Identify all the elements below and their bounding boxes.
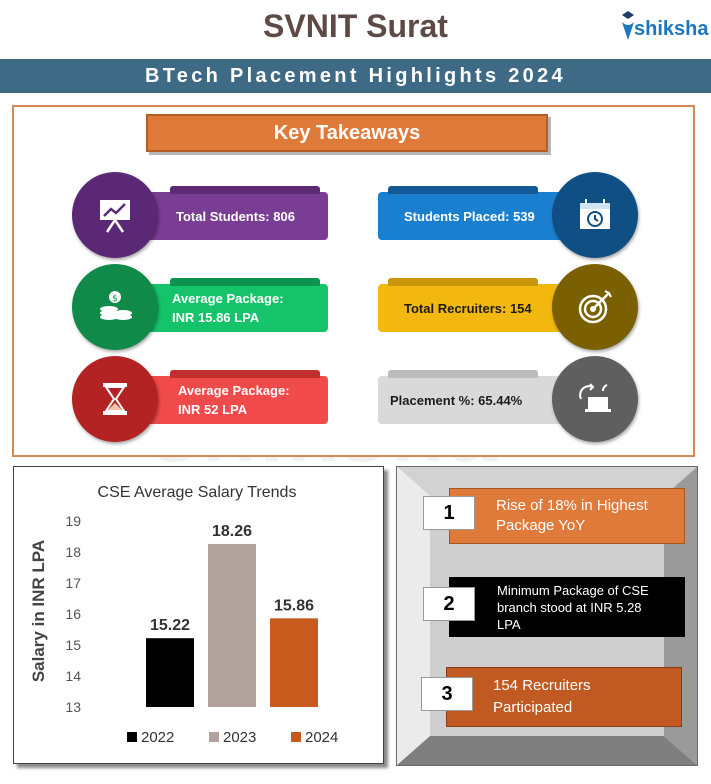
- takeaway-label: Placement %: 65.44%: [390, 392, 523, 408]
- legend-swatch: [127, 732, 137, 742]
- target-icon: [578, 290, 612, 324]
- takeaway-value: INR 52 LPA: [178, 402, 248, 417]
- data-label: 18.26: [212, 523, 252, 540]
- y-tick-label: 16: [65, 606, 81, 622]
- y-tick-label: 18: [65, 544, 81, 560]
- svg-text:$: $: [112, 294, 118, 304]
- takeaway-label: Students Placed: 539: [404, 208, 535, 224]
- data-label: 15.86: [274, 597, 314, 614]
- y-tick-label: 17: [65, 575, 81, 591]
- laptop-sync-icon: [579, 383, 611, 412]
- fact-text-line: branch stood at INR 5.28: [497, 599, 642, 615]
- target-circle: [552, 264, 638, 350]
- bar-2022: [146, 638, 194, 707]
- legend-label: 2023: [223, 729, 256, 746]
- legend-label: 2024: [305, 729, 338, 746]
- fact-text-line: Package YoY: [496, 517, 586, 534]
- bar-2023: [208, 543, 256, 707]
- takeaway-label: Total Students: 806: [176, 208, 295, 224]
- laptop-circle: [552, 356, 638, 442]
- fact-1: Rise of 18% in Highest Package YoY: [449, 488, 685, 544]
- chart-title: CSE Average Salary Trends: [98, 484, 297, 501]
- fact-number-3: 3: [421, 677, 473, 711]
- fact-text-line: LPA: [497, 616, 521, 632]
- takeaway-label: Total Recruiters: 154: [404, 300, 532, 316]
- hourglass-circle: [72, 356, 158, 442]
- salary-chart-box: [13, 466, 384, 764]
- fact-text-line: Rise of 18% in Highest: [496, 497, 648, 514]
- presentation-circle: [72, 172, 158, 258]
- bar-2024: [270, 618, 318, 707]
- logo-text: shiksha: [634, 18, 709, 40]
- legend-swatch: [291, 732, 301, 742]
- y-tick-label: 13: [65, 699, 81, 715]
- shiksha-logo: shiksha: [618, 8, 710, 42]
- y-tick-label: 19: [65, 513, 81, 529]
- fact-number-1: 1: [423, 496, 475, 530]
- takeaway-value: INR 15.86 LPA: [172, 310, 260, 325]
- legend-swatch: [209, 732, 219, 742]
- fact-text-line: 154 Recruiters: [493, 677, 591, 694]
- page-title: SVNIT Surat: [263, 8, 448, 44]
- calendar-circle: [552, 172, 638, 258]
- y-axis-label: Salary in INR LPA: [29, 540, 48, 682]
- subtitle-band: BTech Placement Highlights 2024: [0, 59, 711, 93]
- fact-text-line: Participated: [493, 699, 573, 716]
- money-circle: $: [72, 264, 158, 350]
- y-tick-label: 14: [65, 668, 81, 684]
- takeaway-label: Average Package:: [178, 383, 290, 398]
- y-tick-label: 15: [65, 637, 81, 653]
- fact-2: Minimum Package of CSE branch stood at I…: [449, 577, 685, 637]
- fact-3: 154 Recruiters Participated: [446, 667, 682, 727]
- presentation-chart-icon: [100, 200, 130, 233]
- logo-mark-icon: [622, 11, 634, 40]
- hourglass-icon: [103, 383, 127, 415]
- salary-chart: CSE Average Salary Trends Salary in INR …: [29, 484, 338, 746]
- takeaway-label: Average Package:: [172, 291, 284, 306]
- fact-number-2: 2: [423, 587, 475, 621]
- legend-label: 2022: [141, 729, 174, 746]
- data-label: 15.22: [150, 617, 190, 634]
- key-takeaways-title: Key Takeaways: [146, 114, 548, 152]
- money-stack-icon: $: [100, 291, 132, 320]
- fact-text-line: Minimum Package of CSE: [497, 582, 649, 598]
- calendar-clock-icon: [580, 199, 610, 229]
